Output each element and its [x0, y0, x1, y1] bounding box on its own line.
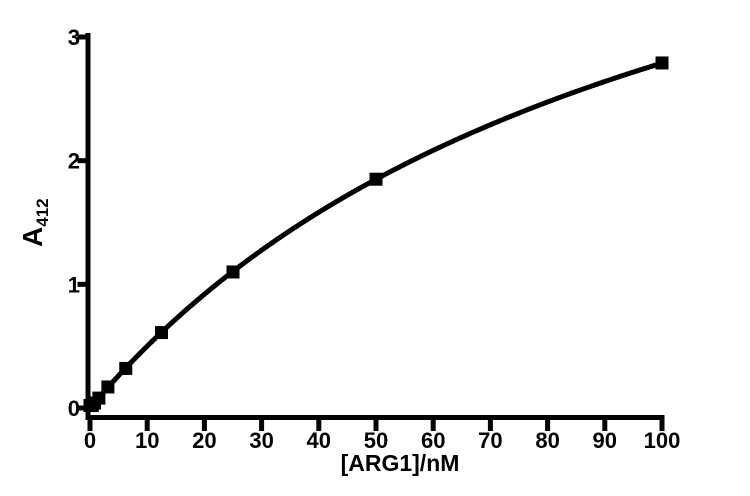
y-axis-title-base: A [17, 227, 48, 247]
x-tick-label: 50 [364, 428, 388, 453]
data-point-marker [119, 361, 133, 375]
x-tick-label: 40 [307, 428, 331, 453]
x-tick-label: 70 [478, 428, 502, 453]
data-point-marker [226, 265, 240, 279]
y-tick-label: 0 [68, 396, 80, 421]
data-point-marker [101, 380, 115, 394]
data-point-marker [92, 391, 106, 405]
x-tick-label: 10 [135, 428, 159, 453]
x-tick-label: 60 [421, 428, 445, 453]
x-tick-label: 80 [535, 428, 559, 453]
data-point-marker [155, 326, 168, 340]
data-point-marker [369, 172, 383, 186]
y-axis-title-subscript: 412 [33, 198, 52, 226]
x-axis-title: [ARG1]/nM [341, 450, 460, 476]
x-tick-label: 90 [593, 428, 617, 453]
data-point-marker [655, 56, 669, 70]
y-axis-title: A412 [17, 198, 52, 247]
x-tick-label: 30 [249, 428, 273, 453]
y-tick-label: 3 [68, 25, 80, 50]
y-tick-label: 1 [68, 272, 80, 297]
fit-curve-line [87, 60, 665, 411]
x-tick-label: 100 [644, 428, 681, 453]
y-tick-label: 2 [68, 149, 80, 174]
x-tick-label: 20 [192, 428, 216, 453]
x-tick-label: 0 [84, 428, 96, 453]
